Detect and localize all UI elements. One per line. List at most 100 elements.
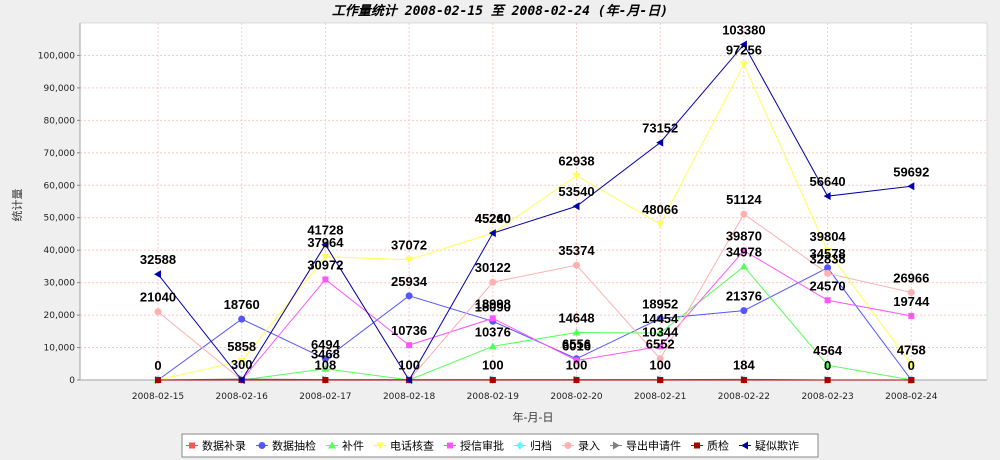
data-label: 56640 xyxy=(810,174,846,189)
y-tick-label: 60,000 xyxy=(44,181,76,191)
y-tick-label: 70,000 xyxy=(44,149,76,159)
data-label: 34978 xyxy=(726,244,762,259)
data-point xyxy=(322,377,329,383)
y-tick-label: 0 xyxy=(69,376,75,386)
data-label: 21040 xyxy=(140,290,176,305)
legend-marker xyxy=(564,442,572,449)
legend-label: 数据补录 xyxy=(202,439,246,453)
data-label: 6494 xyxy=(311,337,341,352)
data-point xyxy=(739,262,748,270)
legend-label: 补件 xyxy=(342,440,364,453)
legend-label: 授信审批 xyxy=(460,439,504,453)
plot-area xyxy=(80,23,987,380)
data-label: 39804 xyxy=(810,229,847,244)
data-point xyxy=(572,202,580,211)
y-tick-label: 20,000 xyxy=(44,311,76,321)
data-point xyxy=(154,270,161,279)
data-point xyxy=(739,40,747,49)
y-tick-label: 100,000 xyxy=(38,51,75,61)
legend-marker xyxy=(376,442,384,450)
data-label: 3468 xyxy=(311,347,340,362)
data-label: 30972 xyxy=(307,257,343,272)
data-point xyxy=(824,377,831,383)
data-label: 30122 xyxy=(475,260,511,275)
legend-label: 录入 xyxy=(578,440,600,453)
series-line xyxy=(157,63,912,381)
x-tick-label: 2008-02-23 xyxy=(801,392,853,402)
data-point xyxy=(907,182,915,191)
data-label: 100 xyxy=(398,358,420,373)
data-label: 14454 xyxy=(642,311,679,326)
data-label: 0 xyxy=(908,358,915,373)
data-label: 300 xyxy=(231,357,253,372)
data-point xyxy=(572,172,581,180)
data-point xyxy=(656,355,664,363)
legend-label: 电话核查 xyxy=(390,439,434,453)
data-label: 25934 xyxy=(391,274,428,289)
data-label: 45240 xyxy=(475,211,511,226)
data-label: 108 xyxy=(315,358,337,373)
x-tick-label: 2008-02-19 xyxy=(467,392,520,402)
data-point xyxy=(907,361,916,369)
data-point xyxy=(573,261,580,269)
data-label: 24570 xyxy=(810,278,846,293)
data-point xyxy=(908,312,915,319)
data-label: 34578 xyxy=(810,246,846,261)
y-axis-label: 统计量 xyxy=(11,189,24,222)
data-label: 18952 xyxy=(642,296,678,311)
data-label: 18760 xyxy=(224,297,260,312)
data-point xyxy=(405,256,414,264)
data-label: 10736 xyxy=(391,323,427,338)
data-label: 103380 xyxy=(722,22,765,37)
data-label: 45260 xyxy=(475,211,511,226)
data-point xyxy=(656,329,665,337)
y-tick-label: 40,000 xyxy=(44,246,76,256)
data-label: 48066 xyxy=(642,202,678,217)
data-point xyxy=(321,240,329,249)
data-label: 10344 xyxy=(642,324,679,339)
data-label: 100 xyxy=(566,358,588,373)
data-label: 6556 xyxy=(562,337,591,352)
x-tick-label: 2008-02-16 xyxy=(216,392,269,402)
data-point xyxy=(489,377,496,383)
data-label: 21376 xyxy=(726,289,762,304)
data-label: 73152 xyxy=(642,121,678,136)
data-label: 6016 xyxy=(562,338,591,353)
legend-marker xyxy=(613,441,620,450)
data-label: 59692 xyxy=(893,164,929,179)
data-label: 97256 xyxy=(726,42,762,57)
data-point xyxy=(823,192,831,201)
legend-marker xyxy=(189,442,195,449)
data-point xyxy=(573,377,580,383)
data-label: 53540 xyxy=(558,184,594,199)
x-tick-label: 2008-02-20 xyxy=(550,392,603,402)
data-point xyxy=(489,315,496,322)
data-label: 100 xyxy=(482,358,504,373)
series-line xyxy=(157,43,912,381)
legend-box xyxy=(181,433,819,458)
data-point xyxy=(489,278,497,286)
data-point xyxy=(406,342,413,349)
data-point xyxy=(321,364,330,372)
y-tick-label: 50,000 xyxy=(44,214,76,224)
data-point xyxy=(824,297,831,304)
data-point xyxy=(656,221,665,229)
data-label: 62938 xyxy=(558,154,594,169)
data-label: 18090 xyxy=(475,299,511,314)
y-tick-label: 90,000 xyxy=(44,84,76,94)
series-9 xyxy=(154,40,915,384)
data-label: 39870 xyxy=(726,229,762,244)
y-tick-label: 10,000 xyxy=(44,344,76,354)
data-point xyxy=(657,343,664,350)
data-label: 35374 xyxy=(558,243,595,258)
x-tick-label: 2008-02-18 xyxy=(383,392,436,402)
data-point xyxy=(488,229,496,238)
y-tick-label: 30,000 xyxy=(44,279,76,289)
data-point xyxy=(657,377,664,383)
x-tick-label: 2008-02-17 xyxy=(299,392,351,402)
data-label: 26966 xyxy=(893,270,929,285)
y-tick-label: 80,000 xyxy=(44,116,76,126)
